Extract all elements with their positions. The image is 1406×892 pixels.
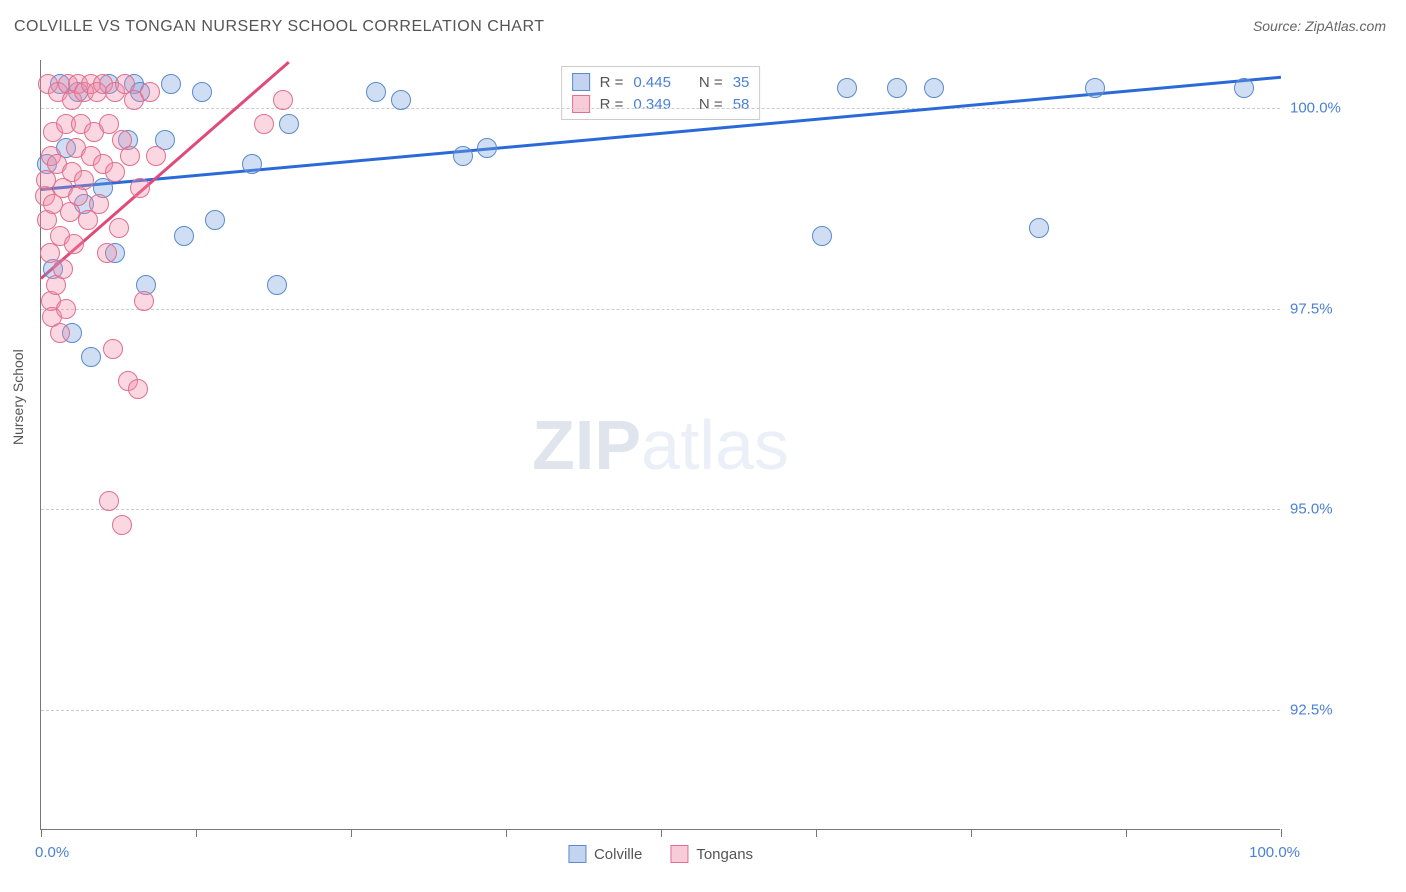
data-point — [273, 90, 293, 110]
y-tick-label: 100.0% — [1290, 100, 1370, 117]
data-point — [99, 491, 119, 511]
x-axis-max-label: 100.0% — [1249, 844, 1300, 861]
x-tick — [41, 829, 42, 837]
data-point — [267, 275, 287, 295]
x-tick — [351, 829, 352, 837]
legend: Colville Tongans — [568, 845, 753, 863]
data-point — [112, 515, 132, 535]
legend-swatch — [572, 73, 590, 91]
legend-label: Tongans — [696, 846, 753, 863]
x-tick — [661, 829, 662, 837]
data-point — [103, 339, 123, 359]
gridline — [41, 108, 1280, 109]
stat-n-label: N = — [699, 74, 723, 91]
data-point — [81, 347, 101, 367]
stat-n-value: 35 — [733, 74, 750, 91]
legend-swatch — [572, 95, 590, 113]
y-axis-label: Nursery School — [10, 349, 26, 445]
data-point — [1234, 78, 1254, 98]
data-point — [140, 82, 160, 102]
data-point — [1029, 218, 1049, 238]
stat-n-value: 58 — [733, 96, 750, 113]
data-point — [366, 82, 386, 102]
x-tick — [816, 829, 817, 837]
stats-row: R = 0.349 N = 58 — [572, 93, 750, 115]
x-axis-min-label: 0.0% — [35, 844, 69, 861]
stat-r-value: 0.445 — [633, 74, 671, 91]
watermark-light: atlas — [641, 406, 789, 484]
data-point — [837, 78, 857, 98]
legend-item: Colville — [568, 845, 642, 863]
legend-label: Colville — [594, 846, 642, 863]
data-point — [53, 259, 73, 279]
data-point — [254, 114, 274, 134]
data-point — [887, 78, 907, 98]
chart-container: COLVILLE VS TONGAN NURSERY SCHOOL CORREL… — [0, 0, 1406, 892]
watermark-bold: ZIP — [532, 406, 641, 484]
x-tick — [1281, 829, 1282, 837]
data-point — [128, 379, 148, 399]
data-point — [161, 74, 181, 94]
data-point — [120, 146, 140, 166]
x-tick — [971, 829, 972, 837]
data-point — [1085, 78, 1105, 98]
gridline — [41, 710, 1280, 711]
data-point — [174, 226, 194, 246]
data-point — [279, 114, 299, 134]
data-point — [477, 138, 497, 158]
data-point — [105, 162, 125, 182]
data-point — [97, 243, 117, 263]
stats-row: R = 0.445 N = 35 — [572, 71, 750, 93]
data-point — [205, 210, 225, 230]
data-point — [391, 90, 411, 110]
data-point — [74, 170, 94, 190]
gridline — [41, 309, 1280, 310]
data-point — [924, 78, 944, 98]
data-point — [134, 291, 154, 311]
data-point — [89, 194, 109, 214]
data-point — [109, 218, 129, 238]
stats-box: R = 0.445 N = 35 R = 0.349 N = 58 — [561, 66, 761, 120]
x-tick — [506, 829, 507, 837]
legend-swatch — [568, 845, 586, 863]
watermark: ZIPatlas — [532, 405, 789, 485]
data-point — [50, 323, 70, 343]
y-tick-label: 95.0% — [1290, 501, 1370, 518]
data-point — [56, 299, 76, 319]
data-point — [130, 178, 150, 198]
stat-r-label: R = — [600, 74, 624, 91]
data-point — [192, 82, 212, 102]
data-point — [146, 146, 166, 166]
y-tick-label: 97.5% — [1290, 300, 1370, 317]
stat-r-label: R = — [600, 96, 624, 113]
x-tick — [196, 829, 197, 837]
gridline — [41, 509, 1280, 510]
data-point — [242, 154, 262, 174]
x-tick — [1126, 829, 1127, 837]
stat-r-value: 0.349 — [633, 96, 671, 113]
legend-swatch — [670, 845, 688, 863]
chart-title: COLVILLE VS TONGAN NURSERY SCHOOL CORREL… — [14, 18, 545, 36]
y-tick-label: 92.5% — [1290, 701, 1370, 718]
data-point — [453, 146, 473, 166]
legend-item: Tongans — [670, 845, 753, 863]
plot-area: ZIPatlas R =0.445N =35R =0.349N =58 Colv… — [40, 60, 1280, 830]
source-label: Source: ZipAtlas.com — [1253, 18, 1386, 34]
data-point — [812, 226, 832, 246]
data-point — [64, 234, 84, 254]
stat-n-label: N = — [699, 96, 723, 113]
